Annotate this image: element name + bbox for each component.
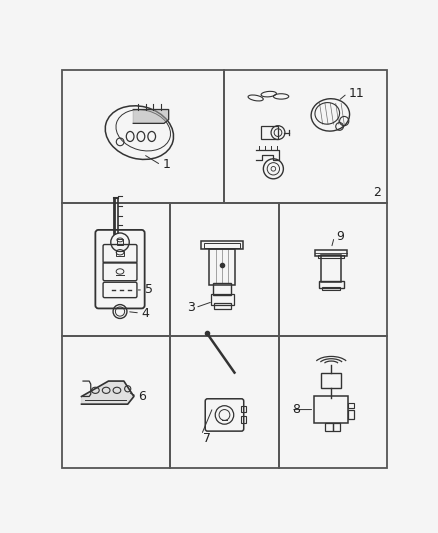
- Bar: [211, 294, 234, 304]
- Bar: [348, 409, 354, 419]
- Bar: [279, 335, 387, 468]
- Text: 1: 1: [162, 158, 170, 172]
- Bar: [315, 250, 347, 256]
- Polygon shape: [81, 381, 134, 404]
- Bar: [321, 373, 341, 388]
- Bar: [213, 283, 231, 295]
- Bar: [261, 126, 278, 139]
- Bar: [62, 203, 170, 335]
- Bar: [279, 203, 387, 335]
- Bar: [209, 249, 235, 285]
- Text: 4: 4: [141, 306, 149, 320]
- Bar: [348, 403, 354, 408]
- Text: 3: 3: [187, 301, 195, 314]
- Text: 7: 7: [203, 432, 211, 445]
- Bar: [62, 335, 170, 468]
- Bar: [116, 251, 124, 256]
- Bar: [314, 397, 348, 423]
- Bar: [117, 239, 123, 245]
- Bar: [333, 423, 340, 431]
- Bar: [241, 406, 246, 412]
- Text: 11: 11: [349, 87, 364, 100]
- Bar: [170, 203, 279, 335]
- Bar: [325, 423, 333, 431]
- Bar: [318, 255, 344, 257]
- Text: 9: 9: [336, 230, 344, 244]
- Polygon shape: [133, 109, 169, 123]
- Text: 2: 2: [373, 185, 381, 198]
- Text: 6: 6: [138, 390, 146, 403]
- Bar: [321, 255, 341, 282]
- Bar: [62, 70, 224, 203]
- Bar: [322, 287, 340, 290]
- Bar: [214, 303, 231, 309]
- Bar: [170, 335, 279, 468]
- Bar: [205, 243, 240, 248]
- Text: 8: 8: [293, 403, 300, 416]
- Bar: [201, 241, 243, 249]
- Bar: [224, 70, 387, 203]
- Bar: [241, 416, 246, 423]
- Bar: [319, 281, 343, 288]
- Text: 5: 5: [145, 284, 153, 296]
